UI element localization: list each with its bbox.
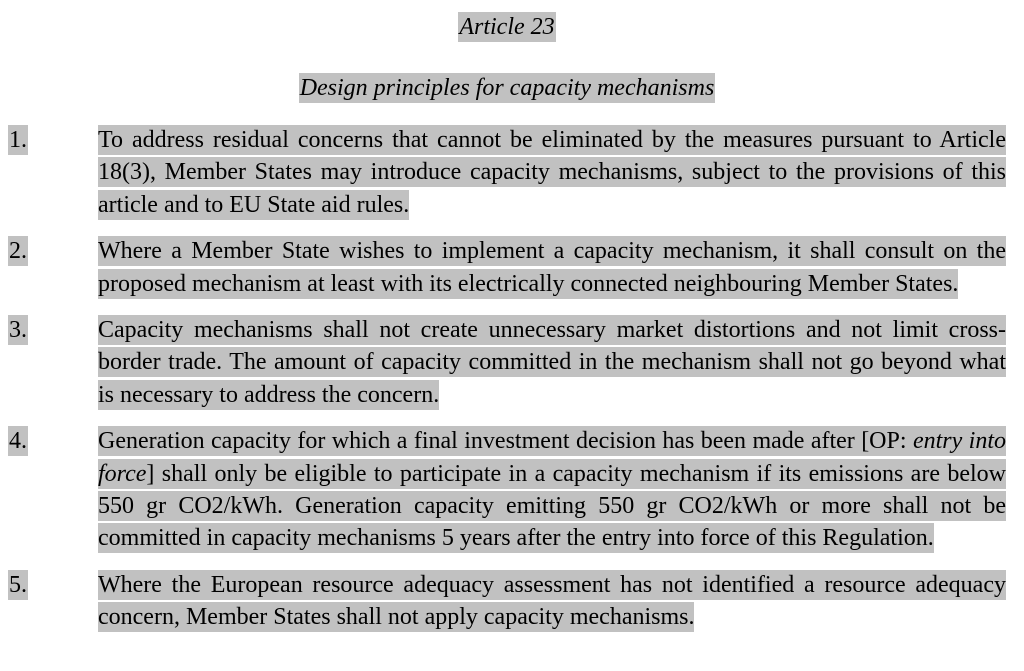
clause-body: Where the European resource adequacy ass…	[98, 569, 1006, 634]
clause-number: 4.	[8, 425, 98, 457]
clause: 5. Where the European resource adequacy …	[8, 569, 1006, 634]
clause: 4. Generation capacity for which a final…	[8, 425, 1006, 555]
clause-number: 1.	[8, 124, 98, 156]
article-subtitle: Design principles for capacity mechanism…	[8, 75, 1006, 102]
clause-number: 2.	[8, 235, 98, 267]
clause-body: Generation capacity for which a final in…	[98, 425, 1006, 555]
clause-body: Capacity mechanisms shall not create unn…	[98, 314, 1006, 411]
clause-body-pre: Generation capacity for which a final in…	[98, 426, 1006, 553]
clause-number: 3.	[8, 314, 98, 346]
clause: 1. To address residual concerns that can…	[8, 124, 1006, 221]
clause-body: Where a Member State wishes to implement…	[98, 235, 1006, 300]
clause: 2. Where a Member State wishes to implem…	[8, 235, 1006, 300]
clause: 3. Capacity mechanisms shall not create …	[8, 314, 1006, 411]
article-number-text: Article 23	[458, 12, 555, 42]
article-subtitle-text: Design principles for capacity mechanism…	[299, 73, 716, 103]
article-number: Article 23	[8, 14, 1006, 41]
clause-body: To address residual concerns that cannot…	[98, 124, 1006, 221]
document-page: Article 23 Design principles for capacit…	[0, 0, 1024, 655]
clause-number: 5.	[8, 569, 98, 601]
